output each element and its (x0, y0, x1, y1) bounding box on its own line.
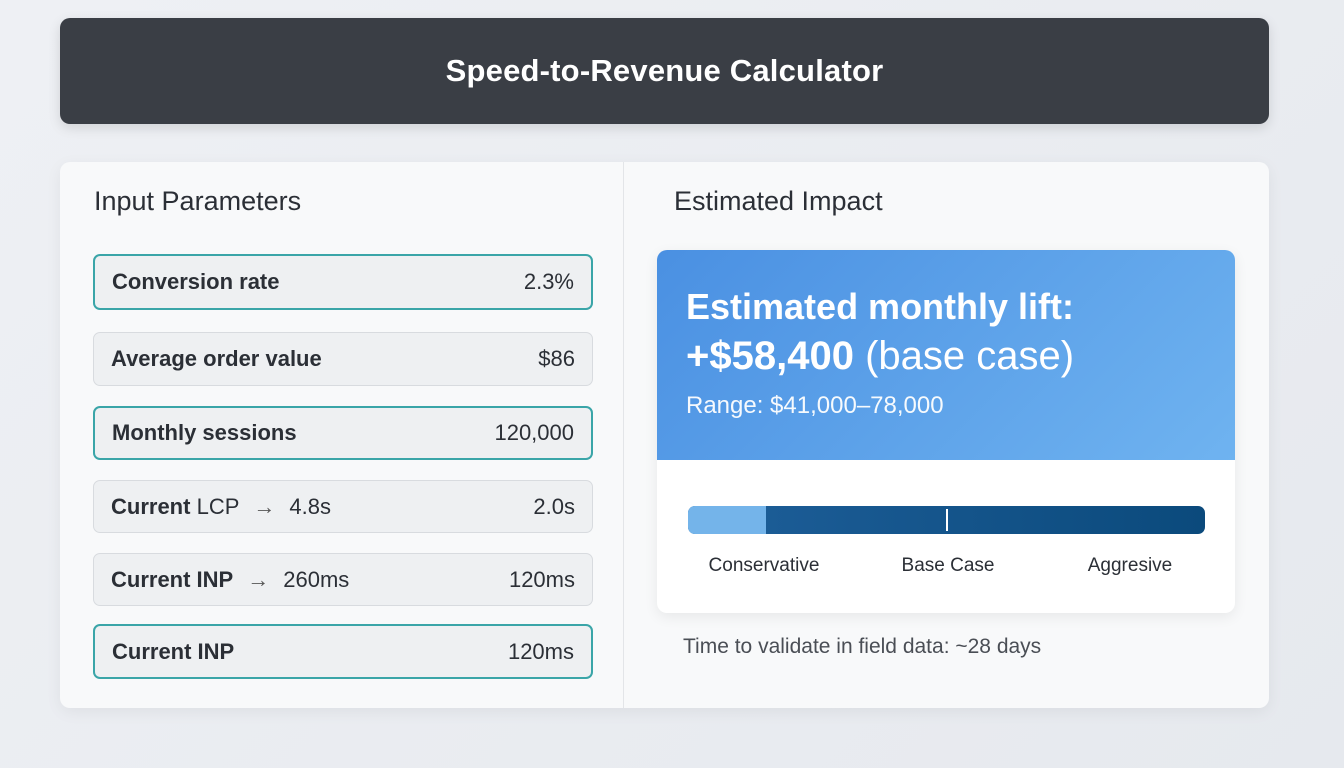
conversion-rate-field[interactable]: Conversion rate 2.3% (93, 254, 593, 310)
param-value: 2.0s (533, 493, 575, 519)
param-label: Monthly sessions (112, 420, 297, 445)
param-label: Current LCP (111, 494, 239, 520)
validation-time-text: Time to validate in field data: ~28 days (683, 635, 1042, 658)
monthly-sessions-field[interactable]: Monthly sessions 120,000 (93, 406, 593, 460)
scale-label-aggressive: Aggresive (1087, 555, 1173, 576)
page-title: Speed-to-Revenue Calculator (445, 53, 884, 88)
current-lcp-field[interactable]: Current LCP → 4.8s 2.0s (93, 480, 593, 533)
current-inp-target-field[interactable]: Current INP 120ms (93, 624, 593, 679)
param-value: 120,000 (494, 420, 574, 445)
app-header: Speed-to-Revenue Calculator (60, 18, 1269, 124)
base-case-marker (945, 509, 948, 531)
param-label: Conversion rate (112, 269, 280, 294)
conservative-segment (688, 506, 766, 534)
lift-range: Range: $41,000–78,000 (686, 392, 944, 419)
param-label: Current INP (112, 638, 235, 664)
lift-label: Estimated monthly lift: (686, 286, 1075, 327)
lift-value: +$58,400 (base case) (686, 328, 1206, 384)
param-label-metric: LCP (196, 493, 240, 519)
param-value: 120ms (507, 638, 574, 664)
current-inp-field[interactable]: Current INP → 260ms 120ms (93, 553, 593, 606)
param-previous-value: 4.8s (289, 493, 331, 519)
lift-case: (base case) (865, 334, 1075, 378)
estimated-impact-heading: Estimated Impact (674, 186, 883, 216)
average-order-value-field[interactable]: Average order value $86 (93, 332, 593, 386)
param-value: 120ms (508, 566, 575, 592)
param-value: $86 (538, 346, 575, 371)
calculator-card: Input Parameters Estimated Impact Conver… (60, 162, 1269, 708)
scenario-range-bar (688, 506, 1205, 534)
scale-label-base: Base Case (901, 555, 995, 576)
param-label-bold: Current (111, 493, 191, 519)
impact-banner: Estimated monthly lift: +$58,400 (base c… (657, 250, 1235, 460)
param-label: Current INP (111, 566, 234, 592)
input-parameters-heading: Input Parameters (94, 186, 302, 216)
column-divider (623, 162, 624, 708)
impact-result-card: Estimated monthly lift: +$58,400 (base c… (657, 250, 1235, 613)
param-label: Average order value (111, 346, 322, 371)
arrow-right-icon: → (247, 566, 270, 592)
param-previous-value: 260ms (283, 566, 350, 592)
param-value: 2.3% (523, 269, 574, 294)
arrow-right-icon: → (253, 493, 276, 519)
lift-amount: +$58,400 (686, 334, 854, 378)
scale-label-conservative: Conservative (708, 555, 820, 576)
